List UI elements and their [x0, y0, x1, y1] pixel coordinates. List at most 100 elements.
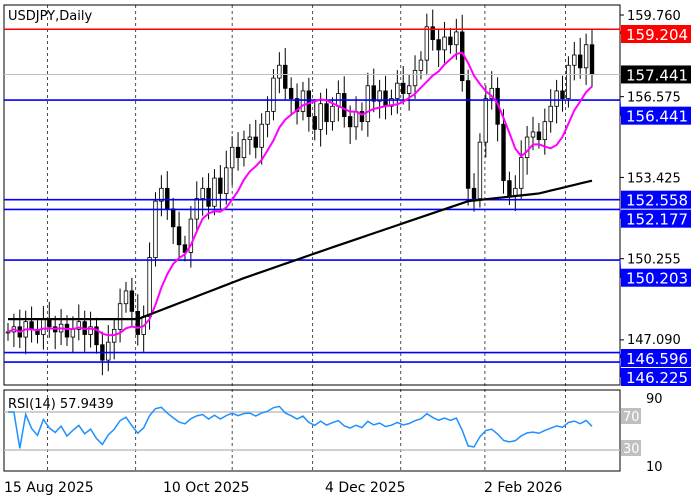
level-label: 156.441: [626, 108, 688, 126]
candle: [477, 141, 483, 199]
candle: [324, 103, 329, 123]
candle: [153, 200, 158, 258]
level-label: 159.204: [626, 26, 688, 44]
level-leader: [619, 362, 622, 378]
candle: [589, 44, 595, 75]
chart-title: USDJPY,Daily: [8, 9, 92, 24]
candle: [465, 80, 471, 189]
candle: [572, 54, 577, 66]
candle: [70, 328, 76, 338]
candle: [188, 218, 194, 253]
candle: [265, 111, 270, 125]
y-tick-label: 159.760: [627, 9, 681, 24]
rsi-tick-label: 10: [646, 460, 663, 475]
rsi-line: [8, 405, 593, 449]
candle: [129, 290, 135, 312]
rsi-level-badge: [621, 440, 641, 456]
candle: [471, 187, 477, 199]
candle: [241, 139, 247, 158]
candle: [123, 290, 129, 305]
slow-ma-line: [8, 179, 593, 321]
candle: [41, 318, 46, 335]
candle: [318, 103, 323, 130]
level-label: 150.203: [626, 270, 688, 288]
level-badge: [621, 106, 691, 125]
candle: [229, 146, 235, 169]
candle: [271, 77, 276, 112]
candle: [395, 82, 400, 99]
y-tick-label: 150.255: [627, 253, 681, 268]
candle: [566, 64, 571, 99]
candle: [176, 226, 182, 246]
candle: [224, 167, 229, 194]
candle: [247, 136, 253, 141]
candle: [235, 146, 241, 158]
candle: [29, 321, 34, 330]
candle: [283, 64, 288, 89]
level-label: 152.177: [626, 211, 688, 229]
candle: [353, 111, 359, 128]
y-tick-label: 156.575: [627, 91, 681, 106]
candle: [206, 187, 211, 207]
candle: [578, 54, 583, 69]
candle: [64, 323, 70, 338]
level-label: 146.225: [626, 369, 688, 387]
y-tick-label: 147.090: [627, 333, 681, 348]
candle: [342, 93, 347, 117]
rsi-pane-frame: [3, 389, 621, 472]
candle: [259, 123, 264, 148]
candle: [277, 64, 282, 79]
main-pane-frame: [3, 4, 621, 386]
level-badge: [621, 190, 691, 209]
rsi-level-badge: [621, 408, 641, 424]
level-label: 146.596: [626, 350, 688, 368]
candle: [448, 36, 453, 46]
candle: [371, 85, 376, 102]
candle: [536, 131, 542, 141]
candle: [542, 121, 548, 141]
candle: [530, 131, 536, 138]
candle: [507, 180, 512, 197]
level-badge: [621, 268, 691, 287]
candle: [583, 44, 589, 69]
candle: [88, 326, 93, 335]
rsi-label: RSI(14) 57.9439: [8, 397, 114, 412]
candle: [554, 90, 559, 107]
level-leader: [619, 29, 622, 35]
level-badge: [621, 368, 691, 386]
candle: [519, 157, 524, 189]
level-label: 157.441: [626, 66, 688, 84]
candle: [288, 87, 294, 99]
candle: [347, 116, 353, 128]
candle: [359, 111, 365, 123]
candle: [418, 59, 424, 71]
level-badge: [621, 209, 691, 228]
candle: [501, 123, 506, 182]
level-leader: [619, 260, 622, 278]
candle: [560, 90, 565, 99]
candle: [47, 318, 52, 328]
candle: [389, 98, 394, 107]
fast-ma-line: [7, 51, 593, 337]
candle: [454, 31, 459, 46]
candle: [548, 105, 553, 123]
candle: [383, 90, 388, 107]
candle: [253, 136, 258, 148]
candle: [117, 303, 123, 330]
candle: [159, 187, 164, 202]
candle: [330, 105, 335, 123]
candle: [218, 177, 223, 194]
candle: [294, 98, 300, 112]
candle: [436, 39, 441, 51]
candle: [94, 326, 99, 346]
rsi-tick-label: 90: [646, 392, 663, 407]
candle: [401, 82, 406, 94]
x-axis-label: 2 Feb 2026: [484, 480, 562, 496]
level-label: 152.558: [626, 192, 688, 210]
rsi-level-label: 30: [623, 442, 640, 457]
candle: [524, 136, 530, 158]
candle: [377, 90, 382, 102]
level-badge: [621, 25, 691, 43]
